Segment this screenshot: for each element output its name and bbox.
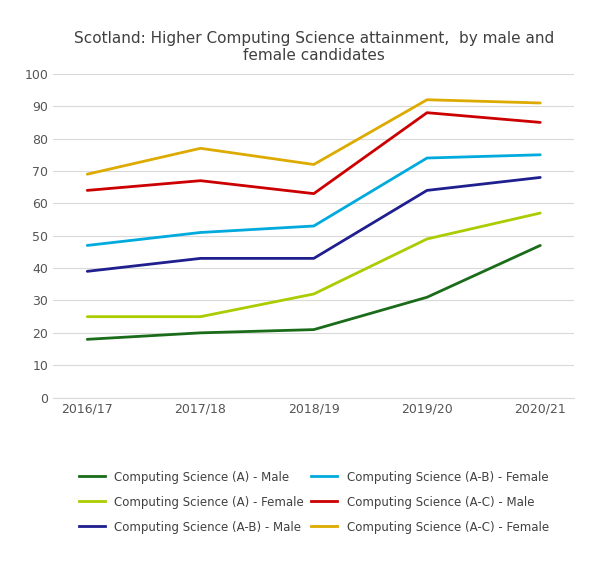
Legend: Computing Science (A) - Male, Computing Science (A) - Female, Computing Science : Computing Science (A) - Male, Computing … xyxy=(73,465,555,540)
Title: Scotland: Higher Computing Science attainment,  by male and
female candidates: Scotland: Higher Computing Science attai… xyxy=(73,31,554,63)
